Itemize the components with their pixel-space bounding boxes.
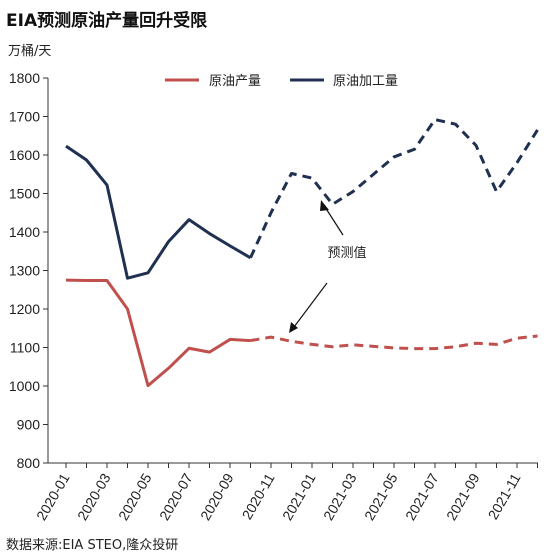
legend-label: 原油加工量 bbox=[333, 74, 398, 89]
series-line-actual bbox=[65, 278, 251, 388]
y-tick-label: 1000 bbox=[9, 378, 40, 394]
x-tick-label: 2021-11 bbox=[485, 470, 524, 522]
y-tick-label: 1300 bbox=[9, 263, 40, 279]
annotation-arrow-shaft bbox=[324, 206, 344, 236]
legend: 原油产量 原油加工量 bbox=[165, 74, 398, 89]
x-tick-label: 2021-01 bbox=[279, 470, 319, 523]
x-tick-label: 2021-03 bbox=[320, 470, 360, 523]
x-tick-label: 2020-03 bbox=[74, 470, 114, 523]
x-tick-label: 2021-07 bbox=[402, 470, 442, 523]
axes bbox=[47, 78, 538, 464]
y-tick-label: 1100 bbox=[10, 340, 40, 356]
y-tick-label: 1400 bbox=[9, 224, 40, 240]
series-line-actual bbox=[65, 144, 252, 280]
y-tick-label: 1600 bbox=[9, 147, 40, 163]
x-tick-label: 2020-07 bbox=[156, 470, 196, 523]
x-tick-label: 2020-09 bbox=[197, 470, 237, 523]
series-line-forecast bbox=[249, 118, 539, 259]
x-ticks: 2020-01 2020-03 2020-05 2020-07 2020-09 2020-… bbox=[33, 463, 538, 523]
y-tick-label: 1500 bbox=[9, 186, 40, 202]
legend-label: 原油产量 bbox=[209, 74, 261, 89]
y-tick-label: 900 bbox=[17, 417, 41, 433]
source-note: 数据来源:EIA STEO,隆众投研 bbox=[6, 538, 179, 553]
annotation-arrow-shaft bbox=[293, 282, 328, 328]
series-line-forecast bbox=[250, 334, 538, 351]
y-tick-label: 1700 bbox=[9, 109, 40, 125]
y-tick-label: 800 bbox=[17, 455, 41, 471]
x-tick-label: 2020-11 bbox=[239, 470, 278, 522]
y-tick-label: 1800 bbox=[9, 70, 40, 86]
forecast-annotation: 预测值 bbox=[289, 200, 367, 333]
x-tick-label: 2021-05 bbox=[361, 470, 401, 523]
series-lines bbox=[65, 118, 539, 388]
chart-title: EIA预测原油产量回升受限 bbox=[6, 11, 208, 31]
y-ticks: 800 900 1000 1100 1200 1300 1400 1500 1600 1700 18… bbox=[9, 70, 48, 471]
y-unit-label: 万桶/天 bbox=[8, 44, 52, 59]
annotation-arrowhead bbox=[320, 200, 329, 211]
x-tick-label: 2020-05 bbox=[115, 470, 155, 523]
annotation-arrowhead bbox=[289, 322, 298, 333]
x-tick-label: 2020-01 bbox=[33, 470, 73, 523]
annotation-label: 预测值 bbox=[327, 245, 366, 261]
x-tick-label: 2021-09 bbox=[443, 470, 483, 523]
y-tick-label: 1200 bbox=[9, 301, 40, 317]
